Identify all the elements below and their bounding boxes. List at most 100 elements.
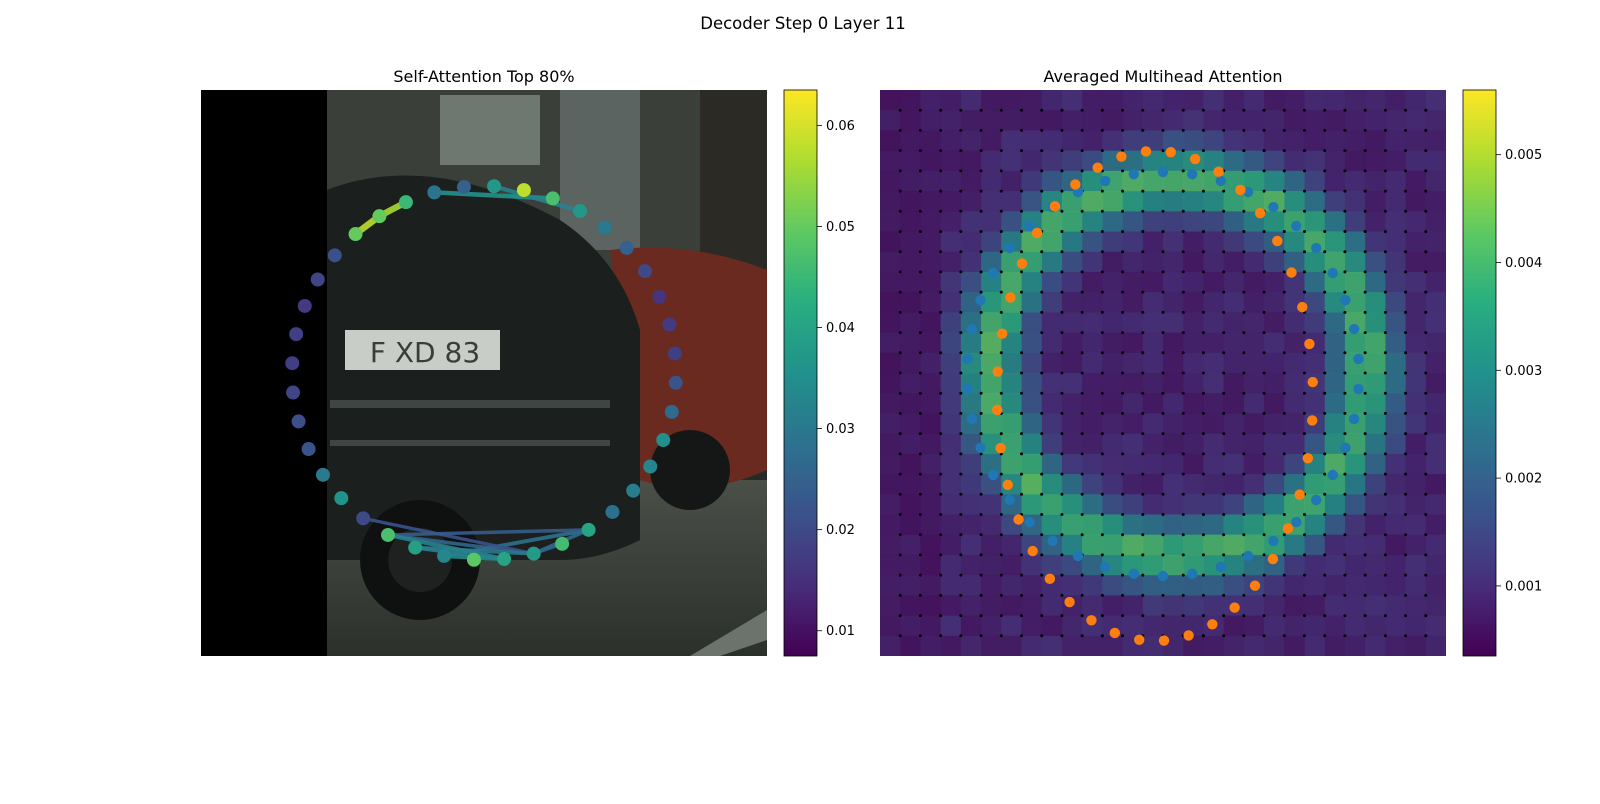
attention-point bbox=[427, 185, 442, 200]
blue-point bbox=[1327, 469, 1338, 481]
heatmap-cell bbox=[1001, 271, 1022, 293]
heatmap-cell bbox=[1163, 554, 1184, 576]
heatmap-cell bbox=[1425, 191, 1446, 212]
heatmap-cell bbox=[1223, 292, 1245, 313]
blue-point bbox=[1348, 323, 1360, 335]
grid-point bbox=[1262, 128, 1266, 132]
grid-point bbox=[1080, 169, 1084, 173]
grid-point bbox=[1383, 432, 1387, 436]
attention-point bbox=[643, 459, 658, 474]
heatmap-cell bbox=[1344, 393, 1366, 414]
heatmap-cell bbox=[1425, 494, 1446, 515]
heatmap-cell bbox=[1122, 554, 1144, 576]
heatmap-cell bbox=[1102, 170, 1123, 192]
heatmap-cell bbox=[1344, 231, 1366, 253]
grid-point bbox=[1100, 310, 1104, 314]
heatmap-cell bbox=[1163, 453, 1184, 475]
heatmap-cell bbox=[1142, 90, 1164, 111]
heatmap-cell bbox=[1223, 312, 1245, 333]
grid-point bbox=[1282, 250, 1286, 254]
grid-point bbox=[1141, 472, 1145, 476]
heatmap-cell bbox=[1082, 271, 1103, 293]
grid-point bbox=[1080, 250, 1084, 254]
heatmap-cell bbox=[900, 595, 921, 616]
heatmap-cell bbox=[940, 251, 962, 273]
orange-point bbox=[1049, 201, 1061, 212]
heatmap-cell bbox=[1223, 251, 1245, 273]
heatmap-cell bbox=[1405, 352, 1427, 374]
heatmap-cell bbox=[1061, 615, 1083, 637]
heatmap-cell bbox=[1041, 90, 1063, 111]
grid-point bbox=[1201, 310, 1205, 314]
heatmap-cell bbox=[1344, 150, 1366, 172]
heatmap-cell bbox=[1344, 595, 1366, 616]
blue-point bbox=[1128, 568, 1139, 579]
blue-point bbox=[1100, 561, 1111, 573]
heatmap-cell bbox=[920, 514, 941, 536]
grid-point bbox=[918, 513, 922, 516]
grid-point bbox=[1363, 533, 1367, 537]
attention-point bbox=[516, 183, 531, 198]
heatmap-cell bbox=[1163, 494, 1184, 515]
grid-point bbox=[1080, 472, 1084, 476]
grid-point bbox=[1303, 230, 1306, 233]
grid-point bbox=[898, 169, 902, 173]
grid-point bbox=[1222, 189, 1226, 193]
grid-point bbox=[1040, 634, 1044, 638]
heatmap-cell bbox=[1264, 130, 1285, 151]
heatmap-cell bbox=[920, 292, 941, 313]
grid-point bbox=[1201, 634, 1205, 638]
grid-point bbox=[1040, 108, 1044, 112]
grid-point bbox=[1040, 391, 1044, 395]
grid-point bbox=[939, 149, 943, 153]
grid-point bbox=[1222, 553, 1226, 557]
grid-point bbox=[1323, 149, 1327, 153]
grid-point bbox=[1363, 432, 1367, 436]
orange-point bbox=[1134, 634, 1145, 645]
heatmap-cell bbox=[920, 271, 941, 293]
heatmap-cell bbox=[880, 292, 901, 313]
heatmap-cell bbox=[880, 494, 901, 515]
heatmap-cell bbox=[1365, 453, 1386, 475]
grid-point bbox=[1100, 371, 1104, 375]
grid-point bbox=[898, 573, 902, 577]
heatmap-cell bbox=[1082, 191, 1103, 212]
heatmap-cell bbox=[1082, 554, 1103, 576]
heatmap-cell bbox=[1243, 474, 1265, 495]
grid-point bbox=[1020, 128, 1023, 132]
attention-heatmap bbox=[880, 90, 1446, 656]
heatmap-cell bbox=[1183, 211, 1204, 232]
heatmap-cell bbox=[1385, 453, 1406, 475]
grid-point bbox=[1303, 331, 1306, 335]
grid-point bbox=[1060, 310, 1064, 314]
heatmap-cell bbox=[1041, 453, 1063, 475]
heatmap-cell bbox=[1324, 534, 1346, 556]
heatmap-cell bbox=[1284, 575, 1305, 596]
heatmap-cell bbox=[1243, 231, 1265, 253]
heatmap-cell bbox=[1243, 150, 1265, 172]
grid-point bbox=[1040, 209, 1044, 213]
heatmap-cell bbox=[920, 575, 941, 596]
heatmap-cell bbox=[1324, 575, 1346, 596]
heatmap-cell bbox=[1304, 251, 1326, 273]
heatmap-cell bbox=[920, 352, 941, 374]
grid-point bbox=[1080, 149, 1084, 153]
grid-point bbox=[898, 593, 902, 597]
attention-point bbox=[286, 385, 301, 400]
grid-point bbox=[979, 452, 983, 456]
attention-point bbox=[497, 551, 512, 566]
heatmap-cell bbox=[920, 534, 941, 556]
heatmap-cell bbox=[1304, 433, 1326, 455]
grid-point bbox=[1040, 270, 1044, 274]
heatmap-cell bbox=[1284, 191, 1305, 212]
grid-point bbox=[1100, 411, 1104, 415]
heatmap-cell bbox=[1324, 373, 1346, 394]
grid-point bbox=[1080, 593, 1084, 597]
grid-point bbox=[1343, 593, 1347, 597]
heatmap-cell bbox=[1102, 191, 1123, 212]
grid-point bbox=[1040, 452, 1044, 456]
orange-point bbox=[1286, 267, 1297, 278]
grid-point bbox=[1323, 634, 1327, 638]
grid-point bbox=[939, 614, 943, 618]
grid-point bbox=[1323, 492, 1327, 496]
